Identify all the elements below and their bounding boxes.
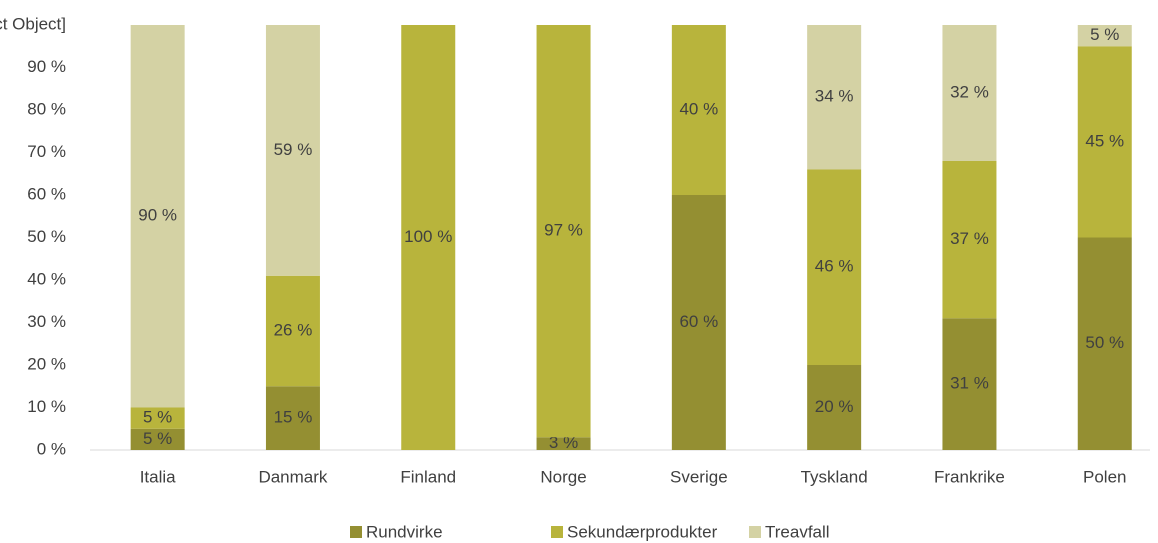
y-tick-label: 70 % [27,142,66,161]
data-label: 59 % [274,140,313,159]
data-label: 5 % [143,408,172,427]
y-tick-label: 90 % [27,57,66,76]
bar-segment [401,25,456,450]
bar-segment [1077,46,1132,238]
bar-segment [1077,25,1132,47]
bar-segment [536,437,591,450]
y-tick-label: [object Object] [0,14,66,33]
y-tick-label: 50 % [27,227,66,246]
y-tick-label: 10 % [27,397,66,416]
x-tick-label: Finland [400,467,456,486]
bar-segment [807,25,862,170]
data-label: 100 % [404,227,452,246]
bar-segment [671,25,726,195]
data-label: 50 % [1085,333,1124,352]
bar-segment [536,25,591,438]
data-label: 34 % [815,87,854,106]
bar-segment [942,25,997,161]
x-tick-label: Italia [140,467,176,486]
data-label: 15 % [274,408,313,427]
y-tick-label: 40 % [27,269,66,288]
legend-label: Rundvirke [366,522,443,541]
data-label: 26 % [274,320,313,339]
data-label: 32 % [950,82,989,101]
data-label: 46 % [815,257,854,276]
y-tick-label: 60 % [27,184,66,203]
y-tick-label: 30 % [27,312,66,331]
bar-segment [130,407,185,429]
data-label: 90 % [138,206,177,225]
legend-swatch [749,526,761,538]
x-tick-label: Danmark [258,467,327,486]
bar-segment [807,365,862,450]
x-tick-label: Tyskland [801,467,868,486]
bar-segment [130,428,185,450]
data-label: 20 % [815,397,854,416]
data-label: 3 % [549,433,578,452]
data-label: 45 % [1085,131,1124,150]
bar-segment [265,275,320,387]
bar-segment [265,386,320,450]
data-label: 31 % [950,374,989,393]
data-label: 40 % [679,99,718,118]
x-tick-label: Sverige [670,467,728,486]
bar-segment [130,25,185,408]
data-label: 97 % [544,221,583,240]
legend-swatch [551,526,563,538]
x-tick-label: Polen [1083,467,1126,486]
x-tick-label: Frankrike [934,467,1005,486]
legend-label: Treavfall [765,522,830,541]
x-tick-label: Norge [540,467,586,486]
legend-swatch [350,526,362,538]
y-tick-label: 80 % [27,99,66,118]
bar-segment [265,25,320,276]
data-label: 5 % [1090,25,1119,44]
bar-segment [942,318,997,450]
bar-segment [942,161,997,319]
y-tick-label: 20 % [27,354,66,373]
data-label: 60 % [679,312,718,331]
data-label: 5 % [143,429,172,448]
y-tick-label: 0 % [37,439,66,458]
bar-segment [807,169,862,365]
bar-segment [1077,237,1132,450]
legend-label: Sekundærprodukter [567,522,718,541]
data-label: 37 % [950,229,989,248]
bar-segment [671,195,726,450]
